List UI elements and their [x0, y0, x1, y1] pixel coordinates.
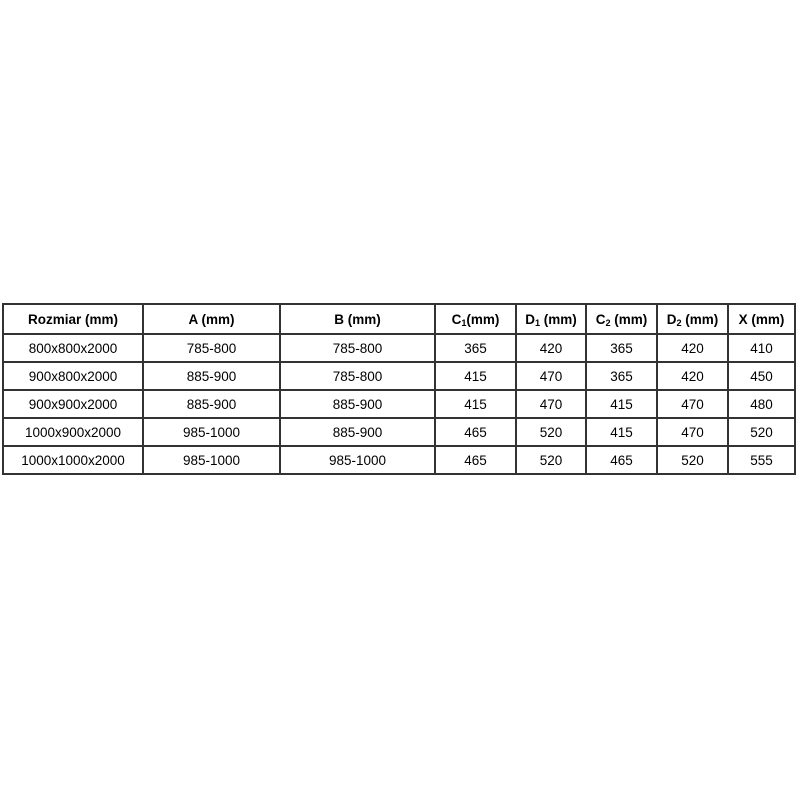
- table-cell: 900x900x2000: [2, 389, 144, 419]
- table-cell: 470: [656, 417, 729, 447]
- column-header-unit: (mm): [610, 311, 648, 327]
- table-cell: 520: [727, 417, 796, 447]
- table-header-row: Rozmiar (mm) A (mm) B (mm) C1(mm) D1 (mm) C2 …: [2, 303, 796, 335]
- column-header-unit: (mm): [466, 311, 500, 327]
- table-cell: 415: [585, 389, 658, 419]
- column-header-unit: (mm): [344, 311, 381, 327]
- table-cell: 785-800: [142, 333, 281, 363]
- column-header-base: D: [525, 311, 535, 327]
- column-header: C2 (mm): [585, 303, 658, 335]
- column-header: D1 (mm): [515, 303, 587, 335]
- table-cell: 885-900: [279, 417, 436, 447]
- table-cell: 555: [727, 445, 796, 475]
- column-header: X (mm): [727, 303, 796, 335]
- column-header-subscript: 1: [461, 317, 467, 328]
- table-body: 800x800x2000 785-800 785-800 365 420 365 420 41…: [2, 333, 796, 475]
- table-cell: 465: [585, 445, 658, 475]
- table-cell: 1000x900x2000: [2, 417, 144, 447]
- table-header: Rozmiar (mm) A (mm) B (mm) C1(mm) D1 (mm) C2 …: [2, 303, 796, 335]
- table-cell: 470: [515, 361, 587, 391]
- size-table-container: Rozmiar (mm) A (mm) B (mm) C1(mm) D1 (mm) C2 …: [2, 303, 796, 475]
- table-cell: 885-900: [142, 389, 281, 419]
- table-cell: 785-800: [279, 333, 436, 363]
- table-row: 1000x1000x2000 985-1000 985-1000 465 520 465 5…: [2, 445, 796, 475]
- table-cell: 800x800x2000: [2, 333, 144, 363]
- table-cell: 415: [434, 361, 517, 391]
- column-header-unit: (mm): [681, 311, 719, 327]
- column-header-subscript: 1: [534, 317, 541, 328]
- table-cell: 420: [656, 333, 729, 363]
- column-header: C1(mm): [434, 303, 517, 335]
- column-header-base: Rozmiar: [27, 311, 82, 327]
- column-header-subscript: 2: [676, 317, 682, 328]
- table-cell: 985-1000: [142, 417, 281, 447]
- table-row: 1000x900x2000 985-1000 885-900 465 520 415 470…: [2, 417, 796, 447]
- table-cell: 420: [656, 361, 729, 391]
- table-cell: 450: [727, 361, 796, 391]
- table-cell: 465: [434, 445, 517, 475]
- table-cell: 470: [515, 389, 587, 419]
- column-header: A (mm): [142, 303, 281, 335]
- column-header-base: X: [738, 311, 748, 327]
- column-header-unit: (mm): [197, 311, 235, 327]
- table-cell: 520: [656, 445, 729, 475]
- table-cell: 410: [727, 333, 796, 363]
- table-cell: 900x800x2000: [2, 361, 144, 391]
- table-cell: 365: [434, 333, 517, 363]
- column-header-unit: (mm): [81, 311, 118, 327]
- table-row: 900x800x2000 885-900 785-800 415 470 365 420 45…: [2, 361, 796, 391]
- table-cell: 480: [727, 389, 796, 419]
- column-header-unit: (mm): [540, 311, 577, 327]
- table-cell: 985-1000: [279, 445, 436, 475]
- column-header-base: C: [451, 311, 462, 327]
- column-header-base: A: [188, 311, 198, 327]
- table-cell: 985-1000: [142, 445, 281, 475]
- table-cell: 365: [585, 361, 658, 391]
- column-header-base: B: [334, 311, 344, 327]
- table-cell: 520: [515, 445, 587, 475]
- column-header: B (mm): [279, 303, 436, 335]
- column-header-subscript: 2: [605, 317, 611, 328]
- column-header-unit: (mm): [747, 311, 785, 327]
- column-header-base: C: [595, 311, 606, 327]
- table-cell: 365: [585, 333, 658, 363]
- table-cell: 785-800: [279, 361, 436, 391]
- table-cell: 1000x1000x2000: [2, 445, 144, 475]
- table-cell: 415: [434, 389, 517, 419]
- table-cell: 470: [656, 389, 729, 419]
- table-cell: 415: [585, 417, 658, 447]
- column-header: D2 (mm): [656, 303, 729, 335]
- column-header: Rozmiar (mm): [2, 303, 144, 335]
- table-cell: 465: [434, 417, 517, 447]
- table-row: 900x900x2000 885-900 885-900 415 470 415 470 48…: [2, 389, 796, 419]
- table-row: 800x800x2000 785-800 785-800 365 420 365 420 41…: [2, 333, 796, 363]
- table-cell: 885-900: [279, 389, 436, 419]
- table-cell: 420: [515, 333, 587, 363]
- column-header-base: D: [666, 311, 677, 327]
- size-table: Rozmiar (mm) A (mm) B (mm) C1(mm) D1 (mm) C2 …: [2, 303, 796, 475]
- table-cell: 885-900: [142, 361, 281, 391]
- table-cell: 520: [515, 417, 587, 447]
